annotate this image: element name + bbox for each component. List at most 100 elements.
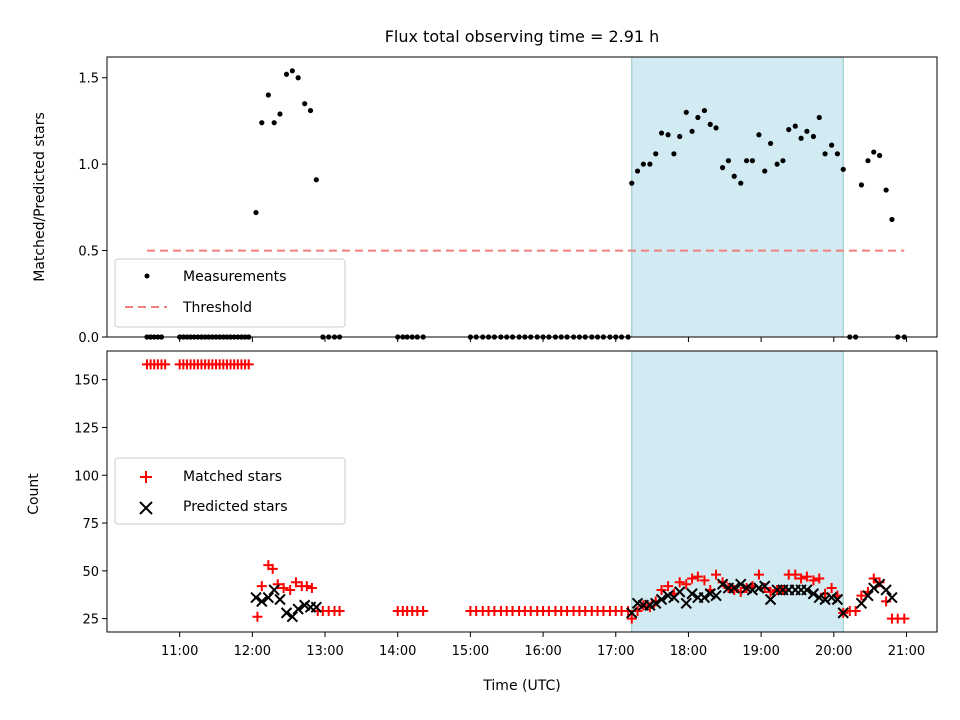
matched-star-point xyxy=(826,583,837,594)
predicted-star-point xyxy=(837,607,849,619)
measurement-point xyxy=(798,135,804,141)
measurement-point xyxy=(780,158,786,164)
y-tick-label: 50 xyxy=(82,565,99,580)
measurement-point xyxy=(629,180,635,186)
predicted-star-point xyxy=(274,593,286,606)
measurement-point xyxy=(634,168,641,174)
measurement-point xyxy=(871,149,877,155)
measurement-point xyxy=(829,142,835,148)
measurement-point xyxy=(707,121,713,128)
matched-star-point xyxy=(874,577,885,588)
y-tick-label: 125 xyxy=(74,421,99,436)
predicted-star-point xyxy=(680,597,692,610)
x-tick-label: 14:00 xyxy=(379,644,416,659)
matched-star-point xyxy=(856,590,867,601)
predicted-star-point xyxy=(728,582,740,594)
matched-star-point xyxy=(301,581,312,592)
measurement-point xyxy=(865,158,871,164)
bottom-legend: Matched stars Predicted stars xyxy=(114,457,346,525)
measurement-point xyxy=(749,158,755,164)
top-panel-frame xyxy=(106,56,938,338)
predicted-star-point xyxy=(886,591,898,604)
predicted-star-point xyxy=(801,584,813,596)
measurement-point xyxy=(743,158,750,164)
measurement-point xyxy=(640,161,646,167)
bottom-panel-ticks: 25 50 75 100 125 150 xyxy=(74,374,107,628)
matched-star-point xyxy=(674,577,685,588)
x-tick-label: 21:00 xyxy=(888,644,925,659)
measurement-point xyxy=(822,151,828,157)
predicted-star-point xyxy=(650,597,662,610)
matched-star-point xyxy=(790,569,801,580)
chart-title: Flux total observing time = 2.91 h xyxy=(385,27,660,46)
matched-star-point xyxy=(899,613,910,624)
measurement-point xyxy=(725,158,732,164)
measurement-point xyxy=(647,161,653,167)
predicted-star-point xyxy=(310,601,323,613)
x-tick-label: 16:00 xyxy=(524,644,561,659)
predicted-star-point xyxy=(674,586,686,598)
bottom-panel-frame xyxy=(106,350,938,633)
measurement-point xyxy=(738,180,744,186)
measurement-point xyxy=(810,133,817,140)
matched-star-point xyxy=(814,573,825,584)
predicted-star-point xyxy=(862,589,874,602)
measurement-point xyxy=(731,173,737,179)
measurement-point xyxy=(683,109,689,115)
measurement-point xyxy=(289,68,295,74)
y-tick-label: 150 xyxy=(74,374,99,389)
x-tick-label: 12:00 xyxy=(234,644,271,659)
measurement-point xyxy=(786,126,792,133)
y-tick-label: 25 xyxy=(82,613,99,628)
predicted-star-point xyxy=(698,591,711,604)
x-axis-label: Time (UTC) xyxy=(482,678,560,694)
predicted-star-point xyxy=(868,582,880,594)
predicted-star-point xyxy=(831,593,844,606)
measurement-point xyxy=(792,123,798,129)
measurement-point xyxy=(695,114,701,121)
measurement-point xyxy=(840,166,846,172)
x-tick-label: 18:00 xyxy=(670,644,707,659)
predicted-star-point xyxy=(735,578,747,590)
predicted-star-point xyxy=(292,603,304,615)
measurement-point xyxy=(689,128,695,134)
measurement-point xyxy=(653,151,659,157)
matched-star-point xyxy=(753,569,764,580)
y-tick-label: 100 xyxy=(74,469,99,484)
predicted-star-point xyxy=(655,593,668,606)
predicted-star-point xyxy=(880,584,892,596)
x-axis-ticks: 11:00 12:00 13:00 14:00 15:00 16:00 17:00 18:00… xyxy=(161,337,925,659)
measurement-point xyxy=(719,165,726,171)
matched-star-point xyxy=(850,605,861,616)
measurement-point xyxy=(283,71,290,77)
matched-star-point xyxy=(699,575,710,586)
measurement-point xyxy=(834,151,841,157)
matched-star-point xyxy=(717,577,728,588)
predicted-star-point xyxy=(759,580,771,592)
matched-star-point xyxy=(256,581,267,592)
measurement-point xyxy=(671,151,677,157)
measurement-point xyxy=(271,120,277,126)
measurement-point xyxy=(302,101,308,107)
legend-predicted-label: Predicted stars xyxy=(183,499,288,515)
matched-star-point xyxy=(801,571,812,582)
legend-measurements-marker xyxy=(144,273,150,279)
matched-star-point xyxy=(656,584,667,595)
predicted-star-point xyxy=(280,607,293,619)
predicted-star-point xyxy=(626,607,638,619)
measurement-point xyxy=(313,177,319,183)
matched-star-point xyxy=(692,571,703,582)
measurement-point xyxy=(307,107,314,114)
measurement-point xyxy=(858,182,865,188)
measurement-point xyxy=(883,187,889,193)
matched-star-point xyxy=(278,583,289,594)
y-tick-label: 0.0 xyxy=(78,331,99,346)
measurement-point xyxy=(774,161,780,167)
measurement-point xyxy=(259,120,265,126)
predicted-star-point xyxy=(716,578,729,590)
matched-star-point xyxy=(623,605,634,616)
legend-predicted-marker xyxy=(139,501,153,515)
matched-star-point xyxy=(290,577,301,588)
matched-star-point xyxy=(796,573,807,584)
